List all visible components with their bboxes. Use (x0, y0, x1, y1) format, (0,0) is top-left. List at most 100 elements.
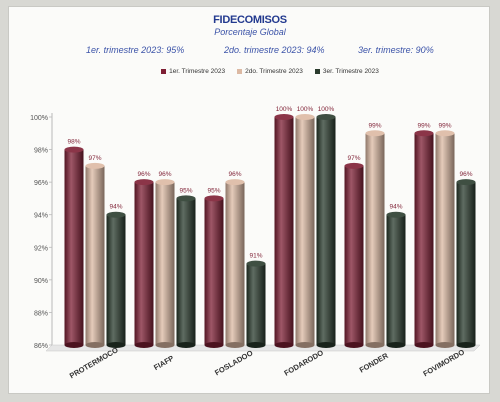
bar-cap-bottom (274, 342, 294, 348)
bar-body (344, 165, 364, 345)
data-label: 94% (389, 204, 402, 211)
x-tick-label: FONDER (358, 351, 390, 375)
summary-q2: 2do. trimestre 2023: 94% (224, 45, 325, 55)
x-tick-label: FOSLADOO (213, 348, 254, 377)
bar-body (246, 263, 266, 345)
bar-cap-top (134, 179, 154, 186)
data-label: 98% (67, 139, 80, 146)
y-tick-label: 94% (34, 213, 48, 220)
x-tick-label: FODARODO (283, 348, 326, 378)
bar-cap-top (85, 162, 105, 169)
legend-swatch-series-3 (314, 69, 320, 74)
bar-body (386, 214, 406, 345)
data-label: 100% (297, 106, 314, 113)
bar-1-fonder (344, 162, 364, 348)
bar-cap-top (176, 195, 196, 202)
bar-cap-bottom (134, 342, 154, 348)
bar-cap-bottom (386, 342, 406, 348)
chart-legend: 1er. Trimestre 2023 2do. Trimestre 2023 … (150, 68, 390, 75)
data-label: 91% (249, 253, 262, 260)
bar-3-fonder (386, 211, 406, 348)
legend-label-series-3: 3er. Trimestre 2023 (322, 68, 379, 75)
chart-title: FIDECOMISOS (213, 14, 287, 26)
bar-1-fosladoo (204, 195, 224, 348)
bar-body (155, 182, 175, 345)
y-tick-label: 88% (34, 310, 48, 317)
data-label: 99% (417, 122, 430, 129)
bar-body (134, 182, 154, 345)
bar-cap-top (295, 114, 315, 120)
bar-2-fiafp (155, 179, 175, 348)
bar-2-protermoco (85, 162, 105, 348)
data-label: 99% (368, 122, 381, 129)
bar-body (435, 133, 455, 345)
y-tick-label: 96% (34, 180, 48, 187)
bar-1-protermoco (64, 146, 84, 348)
bar-cap-bottom (456, 342, 476, 348)
bar-cap-bottom (246, 342, 266, 348)
bar-cap-bottom (176, 342, 196, 348)
bar-2-fodarodo (295, 114, 315, 348)
data-label: 96% (228, 171, 241, 178)
bar-cap-bottom (64, 342, 84, 348)
bar-body (225, 182, 245, 345)
bar-body (295, 117, 315, 345)
bar-cap-top (316, 114, 336, 120)
data-label: 95% (179, 187, 192, 194)
y-tick-label: 90% (34, 278, 48, 285)
bar-cap-top (344, 162, 364, 169)
legend-label-series-1: 1er. Trimestre 2023 (169, 68, 226, 75)
summary-q3: 3er. trimestre: 90% (358, 45, 434, 55)
bar-cap-top (64, 146, 84, 153)
bar-cap-top (155, 179, 175, 186)
summary-q1: 1er. trimestre 2023: 95% (86, 45, 185, 55)
bar-cap-top (204, 195, 224, 202)
data-label: 96% (158, 171, 171, 178)
legend-label-series-2: 2do. Trimestre 2023 (245, 68, 303, 75)
bar-cap-bottom (106, 342, 126, 348)
bar-body (64, 149, 84, 345)
bar-body (316, 117, 336, 345)
bar-cap-top (246, 260, 266, 267)
data-label: 100% (276, 106, 293, 113)
bar-cap-bottom (435, 342, 455, 348)
chart-subtitle: Porcentaje Global (214, 27, 286, 37)
bar-1-fovimordo (414, 130, 434, 348)
bar-cap-top (414, 130, 434, 137)
legend-item-series-2: 2do. Trimestre 2023 (237, 68, 303, 75)
bar-cap-top (386, 211, 406, 218)
bar-cap-bottom (155, 342, 175, 348)
bar-cap-bottom (344, 342, 364, 348)
bar-body (106, 214, 126, 345)
bar-2-fovimordo (435, 130, 455, 348)
data-label: 96% (459, 171, 472, 178)
bar-3-protermoco (106, 211, 126, 348)
data-label: 99% (438, 122, 451, 129)
bar-cap-bottom (365, 342, 385, 348)
bar-cap-top (225, 179, 245, 186)
bar-3-fovimordo (456, 179, 476, 348)
data-label: 100% (318, 106, 335, 113)
bar-cap-bottom (414, 342, 434, 348)
bar-cap-top (274, 114, 294, 120)
y-tick-label: 98% (34, 148, 48, 155)
x-tick-label: FIAFP (152, 354, 175, 373)
data-label: 97% (88, 155, 101, 162)
bar-cap-top (365, 130, 385, 137)
bar-cap-top (456, 179, 476, 186)
bar-cap-top (435, 130, 455, 137)
bar-1-fodarodo (274, 114, 294, 348)
bar-3-fosladoo (246, 260, 266, 348)
bar-body (414, 133, 434, 345)
bar-body (85, 165, 105, 345)
legend-item-series-3: 3er. Trimestre 2023 (314, 68, 379, 75)
data-label: 97% (347, 155, 360, 162)
x-tick-label: FOVIMORDO (421, 347, 466, 378)
bar-cap-top (106, 211, 126, 218)
bar-cap-bottom (316, 342, 336, 348)
data-label: 96% (137, 171, 150, 178)
legend-swatch-series-2 (237, 69, 243, 74)
bar-cap-bottom (295, 342, 315, 348)
bar-body (204, 198, 224, 345)
